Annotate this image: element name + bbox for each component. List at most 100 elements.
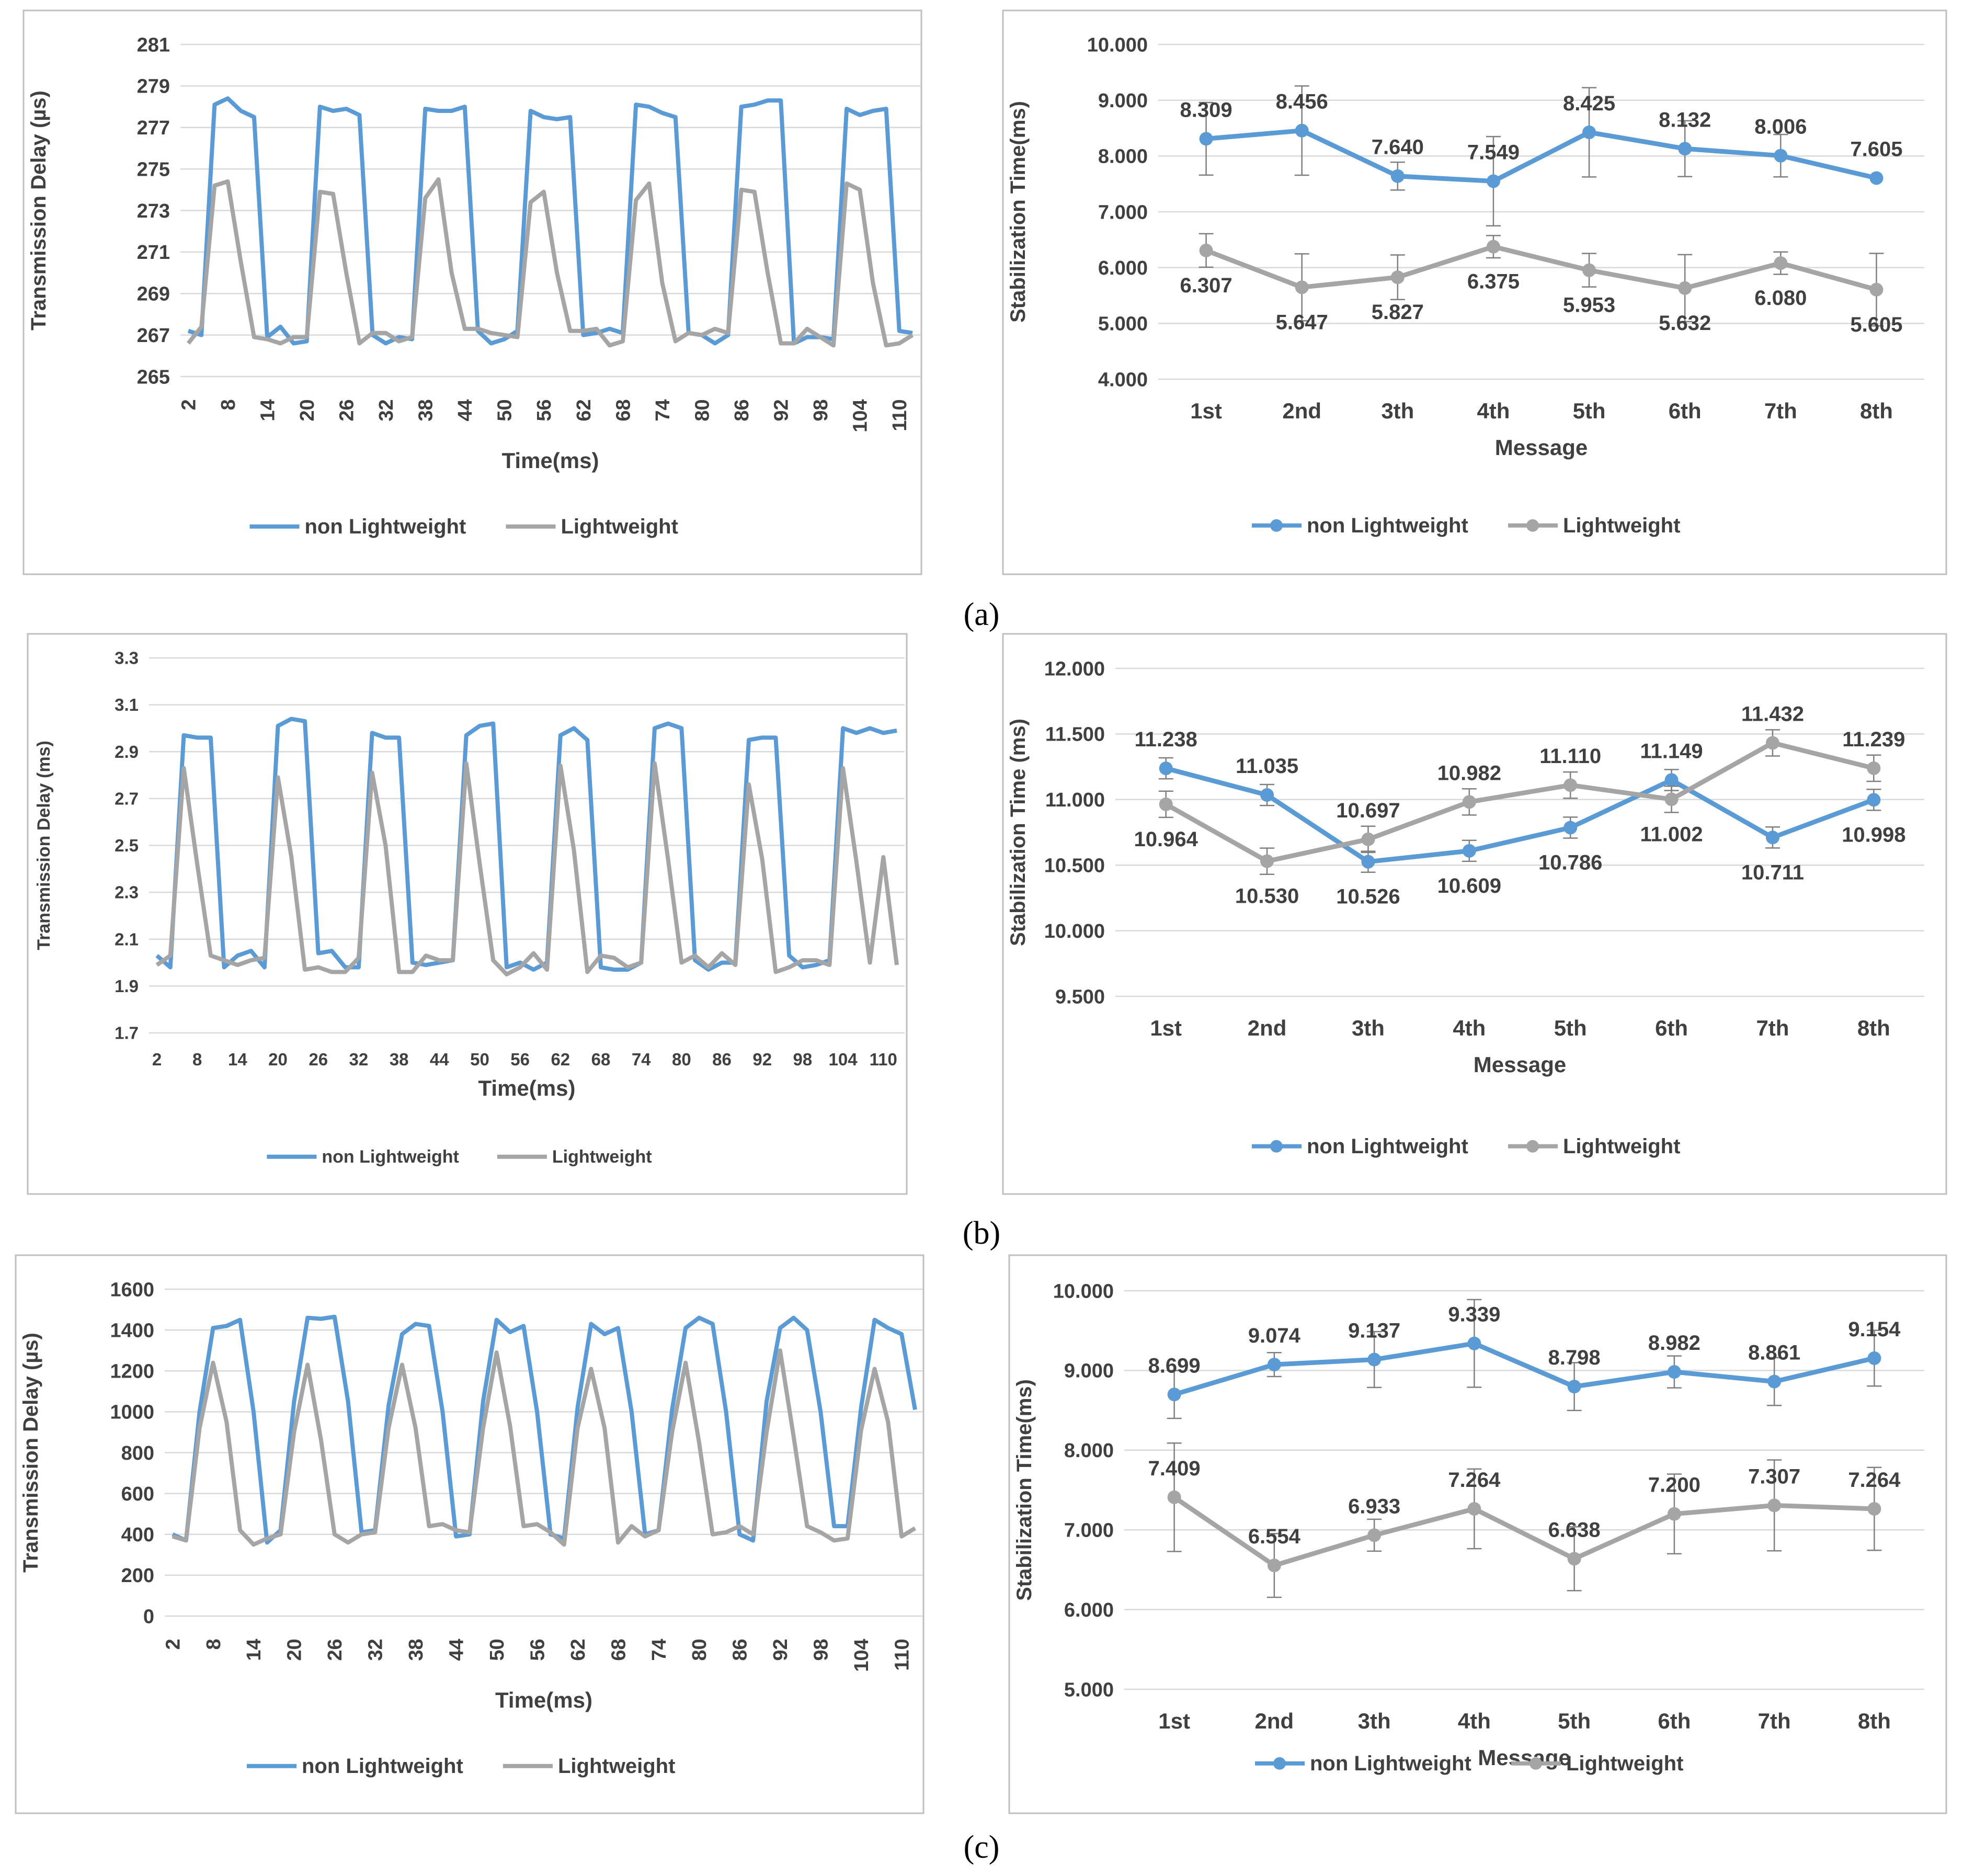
y-tick-label: 277 [137,117,170,139]
legend-label: non Lightweight [1307,514,1468,537]
data-point [1390,169,1405,183]
data-label: 10.982 [1437,761,1501,784]
data-point [1267,1559,1281,1573]
data-point [1567,1380,1581,1394]
x-tick-label: 86 [712,1050,732,1069]
data-point [1199,132,1213,146]
data-point [1869,171,1884,185]
x-tick-label: 80 [691,399,713,421]
x-tick-label: 14 [243,1639,265,1661]
data-label: 6.933 [1348,1495,1400,1518]
x-tick-label: 74 [648,1639,670,1661]
x-tick-label: 50 [470,1050,489,1069]
data-label: 11.149 [1640,740,1703,763]
data-point [1765,736,1779,750]
x-tick-label: 20 [296,399,318,421]
series-non_lightweight: 8.699 9.074 9.137 9.339 8.798 8.982 8.861 9.154 [1148,1299,1901,1419]
x-tick-label: 104 [850,399,872,432]
y-axis-title: Stabilization Time(ms) [1007,101,1030,323]
x-tick-label: 74 [632,1050,651,1069]
data-point [1167,1388,1181,1402]
x-tick-label: 38 [405,1639,427,1661]
data-label: 5.605 [1850,313,1902,336]
y-tick-label: 281 [137,34,170,56]
data-point [1774,256,1788,270]
data-label: 11.432 [1741,702,1804,725]
x-tick-label: 26 [309,1050,328,1069]
data-point [1199,243,1213,257]
legend-marker [1526,519,1539,532]
series-lightweight: 10.964 10.530 10.697 10.982 11.110 11.002 11.4… [1134,702,1905,907]
series-line [172,1348,917,1547]
x-tick-label: 5th [1554,1016,1587,1040]
data-label: 7.307 [1748,1465,1800,1488]
series-line [172,1314,917,1545]
series-line [186,177,914,348]
y-tick-label: 1.9 [115,976,139,996]
data-point [1667,1507,1681,1521]
series-line [155,761,899,976]
x-axis-title: Message [1478,1745,1570,1770]
chart-c-right: 5.000 6.000 7.000 8.000 9.000 10.000 1st 2nd 3th… [1008,1254,1947,1814]
data-label: 11.002 [1640,823,1703,846]
data-label: 10.697 [1336,799,1400,822]
chart-a-left: 265 267 269 271 273 275 277 279 281 2 8 14 20 26 32 38 4… [22,9,922,575]
series-line [155,717,897,972]
y-tick-label: 3.3 [115,649,139,668]
data-label: 7.264 [1848,1469,1901,1492]
data-point [1867,1351,1881,1365]
data-label: 10.530 [1235,885,1299,908]
data-point [1563,821,1578,835]
series-line [1206,128,1877,184]
data-point [1486,240,1500,254]
data-label: 9.339 [1448,1303,1500,1326]
x-tick-label: 8th [1860,399,1893,423]
y-tick-label: 10.000 [1087,34,1148,56]
series-non_lightweight: 11.238 11.035 10.526 10.609 10.786 11.149 10.7… [1135,728,1906,908]
legend-label: non Lightweight [302,1755,463,1778]
data-point [1678,281,1692,295]
x-tick-label: 2nd [1248,1016,1287,1040]
legend-label: Lightweight [561,515,678,538]
data-point [1582,126,1596,139]
y-tick-label: 6.000 [1098,257,1148,279]
series-line [1173,1341,1875,1397]
legend-label: Lightweight [1566,1752,1683,1775]
data-point [1267,1358,1281,1372]
x-tick-label: 14 [228,1050,247,1069]
data-label: 9.137 [1348,1320,1400,1343]
x-tick-label: 5th [1573,399,1606,423]
legend-marker [1526,1140,1539,1153]
y-tick-label: 1200 [110,1361,154,1383]
data-point [1367,1528,1382,1542]
data-point [1260,854,1274,868]
legend-label: Lightweight [552,1147,652,1167]
x-tick-label: 14 [257,399,279,421]
data-label: 7.549 [1467,141,1520,164]
x-tick-label: 6th [1655,1016,1688,1040]
y-tick-label: 2.1 [115,929,139,949]
y-tick-label: 2.7 [115,789,139,808]
legend: non Lightweight Lightweight [267,1147,652,1167]
data-label: 9.074 [1248,1324,1301,1347]
x-tick-label: 20 [284,1639,306,1661]
data-point [1678,142,1692,156]
y-tick-label: 273 [137,200,170,222]
data-point [1361,855,1375,869]
data-point [1467,1336,1481,1350]
x-tick-label: 68 [591,1050,611,1069]
data-point [1667,1365,1681,1379]
data-point [1167,1490,1181,1504]
data-label: 11.035 [1236,755,1298,778]
data-point [1159,797,1173,811]
data-label: 7.264 [1448,1469,1501,1492]
x-tick-label: 80 [689,1639,711,1661]
x-tick-label: 5th [1558,1709,1591,1733]
x-tick-label: 7th [1764,399,1797,423]
x-tick-label: 2 [178,399,200,410]
series-lightweight: 7.409 6.554 6.933 7.264 6.638 7.200 7.307 7.264 [1148,1442,1901,1598]
data-point [1295,123,1309,138]
data-label: 8.456 [1276,90,1328,113]
x-tick-label: 50 [494,399,516,421]
y-tick-label: 10.500 [1044,855,1105,877]
